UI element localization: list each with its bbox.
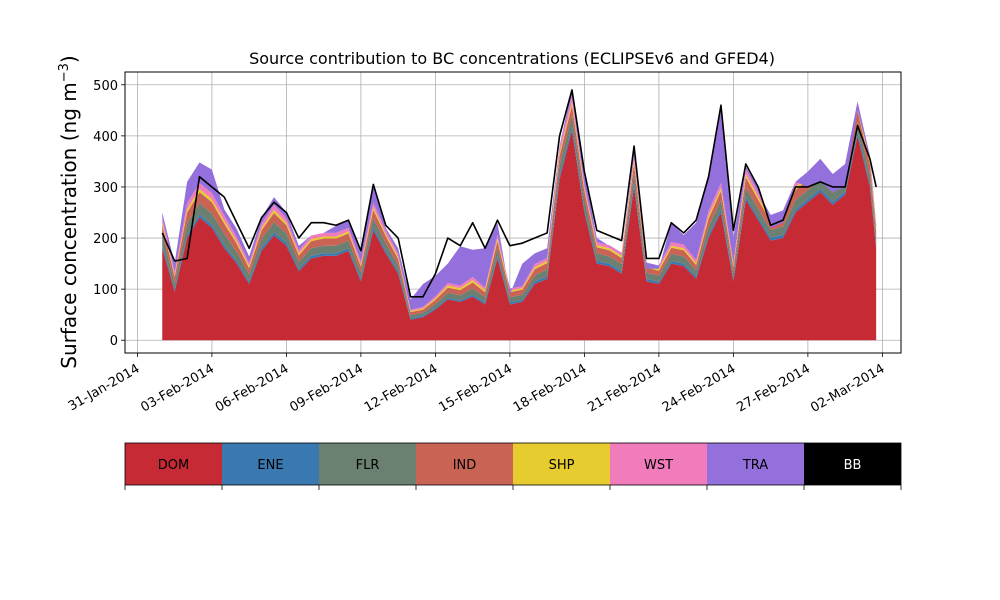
y-tick-label: 200 xyxy=(93,232,118,247)
legend-label-wst: WST xyxy=(644,458,673,473)
y-axis-label-close: ) xyxy=(57,55,81,63)
legend-label-dom: DOM xyxy=(158,458,189,473)
area-ind xyxy=(162,105,877,316)
area-dom xyxy=(162,130,877,341)
legend-swatch-tra xyxy=(707,443,804,485)
y-tick-label: 500 xyxy=(93,79,118,94)
total-line xyxy=(161,89,877,298)
legend-label-shp: SHP xyxy=(549,458,575,473)
y-axis-label-main: Surface concentration (ng m xyxy=(57,82,81,368)
legend-label-ind: IND xyxy=(453,458,477,473)
area-flr xyxy=(162,115,877,319)
area-ene xyxy=(162,126,877,320)
legend: DOM ENE FLR IND SHP WST TRA BB xyxy=(124,442,902,490)
legend-label-bb: BB xyxy=(844,458,862,473)
stacked-areas xyxy=(162,88,877,341)
total-line-group xyxy=(161,89,877,298)
legend-label-flr: FLR xyxy=(356,458,380,473)
y-axis-label: Surface concentration (ng m−3) xyxy=(57,55,81,368)
legend-label-tra: TRA xyxy=(742,458,768,473)
legend-swatch-bb xyxy=(804,443,901,485)
y-axis-ticks: 0 100 200 300 400 500 xyxy=(93,79,125,349)
y-tick-label: 300 xyxy=(93,181,118,196)
legend-label-ene: ENE xyxy=(257,458,283,473)
legend-swatch-shp xyxy=(513,443,610,485)
y-axis-label-exponent: −3 xyxy=(57,63,72,82)
legend-swatch-dom xyxy=(125,443,222,485)
legend-swatch-ene xyxy=(222,443,319,485)
legend-swatch-wst xyxy=(610,443,707,485)
chart-title: Source contribution to BC concentrations… xyxy=(249,49,775,68)
plot-frame xyxy=(124,71,902,354)
legend-swatch-flr xyxy=(319,443,416,485)
legend-swatch-ind xyxy=(416,443,513,485)
y-tick-label: 0 xyxy=(110,334,118,349)
y-tick-label: 400 xyxy=(93,130,118,145)
y-tick-label: 100 xyxy=(93,283,118,298)
